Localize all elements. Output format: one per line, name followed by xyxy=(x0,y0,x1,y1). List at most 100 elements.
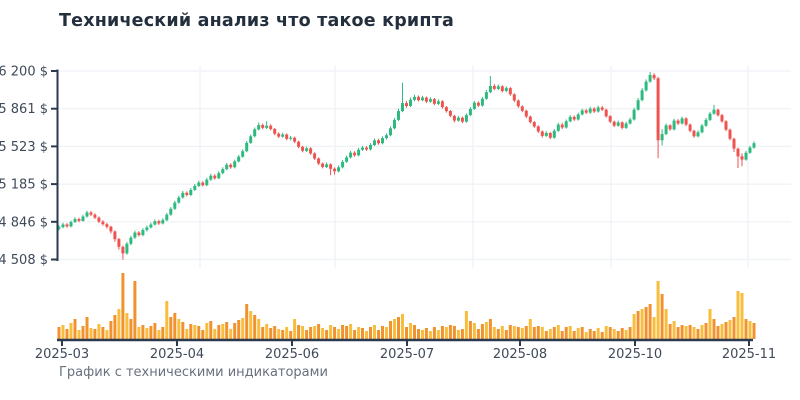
volume-bar xyxy=(456,330,460,339)
candle-body xyxy=(536,126,540,132)
candle-body xyxy=(189,189,193,195)
candle-body xyxy=(149,224,153,228)
volume-bar xyxy=(484,322,488,339)
volume-bar xyxy=(109,321,113,339)
candle-body xyxy=(177,197,181,203)
candle-body xyxy=(636,100,640,110)
volume-bar xyxy=(672,321,676,339)
volume-bar xyxy=(201,330,205,339)
volume-bar xyxy=(209,321,213,339)
volume-bar xyxy=(440,326,444,339)
candle-body xyxy=(137,232,141,236)
candle-body xyxy=(69,222,73,227)
volume-bar xyxy=(528,319,532,339)
volume-bar xyxy=(129,319,133,339)
volume-bar xyxy=(656,281,660,339)
candle-body xyxy=(241,151,245,157)
candle-body xyxy=(472,102,476,109)
candle-body xyxy=(540,131,544,136)
candle-body xyxy=(436,101,440,104)
candle-body xyxy=(277,133,281,137)
candle-body xyxy=(612,121,616,126)
candle-body xyxy=(504,88,508,91)
volume-bar xyxy=(189,324,193,339)
volume-bar xyxy=(273,326,277,339)
volume-bar xyxy=(301,326,305,339)
candle-body xyxy=(209,175,213,180)
candle-body xyxy=(293,137,297,142)
volume-bar xyxy=(145,328,149,339)
volume-bar xyxy=(596,328,600,339)
candle-body xyxy=(736,148,740,157)
candle-body xyxy=(704,119,708,126)
candle-body xyxy=(460,117,464,122)
volume-bar xyxy=(428,331,432,339)
volume-bar xyxy=(720,324,724,339)
candle-body xyxy=(528,116,532,123)
candle-body xyxy=(409,99,412,106)
volume-bar xyxy=(73,319,77,339)
volume-bar xyxy=(121,273,125,339)
volume-bar xyxy=(365,331,368,339)
volume-bar xyxy=(269,328,273,339)
volume-bar xyxy=(620,328,624,339)
candle-body xyxy=(500,86,504,91)
candle-body xyxy=(269,125,273,129)
candle-body xyxy=(588,108,592,113)
volume-bar xyxy=(389,321,392,339)
candle-body xyxy=(217,173,221,179)
candle-body xyxy=(85,212,89,217)
candle-body xyxy=(644,81,648,91)
volume-bar xyxy=(544,331,548,339)
x-axis-label: 2025-08 xyxy=(493,347,547,362)
volume-bar xyxy=(329,325,333,339)
volume-bar xyxy=(177,319,181,339)
y-axis-label: 74 508 $ xyxy=(0,253,48,268)
x-axis-label: 2025-07 xyxy=(380,347,434,362)
volume-bar xyxy=(341,325,345,339)
candle-body xyxy=(492,86,496,89)
candle-body xyxy=(413,96,416,100)
candle-body xyxy=(169,208,173,215)
chart-caption: График с техническими индикаторами xyxy=(59,365,328,380)
volume-bar xyxy=(520,328,524,339)
volume-bar xyxy=(193,325,197,339)
volume-bar xyxy=(576,328,580,339)
candle-body xyxy=(197,182,201,186)
volume-bar xyxy=(680,325,684,339)
volume-bar xyxy=(213,329,217,339)
x-axis-label: 2025-06 xyxy=(265,347,319,362)
candle-body xyxy=(65,224,69,227)
candle-body xyxy=(484,92,488,99)
volume-bar xyxy=(321,328,325,339)
candle-body xyxy=(73,219,77,222)
volume-bar xyxy=(564,327,568,339)
candle-body xyxy=(448,111,452,116)
volume-bar xyxy=(472,323,476,339)
candle-body xyxy=(229,164,233,168)
volume-bar xyxy=(732,317,736,339)
candle-body xyxy=(313,153,317,159)
x-axis-label: 2025-03 xyxy=(35,347,89,362)
volume-bar xyxy=(624,330,628,339)
volume-bar xyxy=(532,327,536,339)
volume-bar xyxy=(676,327,680,339)
candle-body xyxy=(105,224,109,227)
candle-body xyxy=(89,212,93,215)
candle-body xyxy=(109,226,113,232)
candle-body xyxy=(325,164,329,167)
volume-bar xyxy=(253,315,257,339)
volume-bar xyxy=(157,330,161,339)
volume-bar xyxy=(113,315,117,339)
candle-body xyxy=(548,133,552,138)
volume-bar xyxy=(401,314,404,339)
volume-bar xyxy=(588,329,592,339)
candle-body xyxy=(329,164,333,169)
candle-body xyxy=(181,192,185,198)
volume-bar xyxy=(305,330,309,339)
volume-bar xyxy=(568,326,572,339)
volume-bar xyxy=(101,327,105,339)
candle-body xyxy=(349,152,353,158)
volume-bar xyxy=(728,320,732,339)
volume-bar xyxy=(89,328,93,339)
